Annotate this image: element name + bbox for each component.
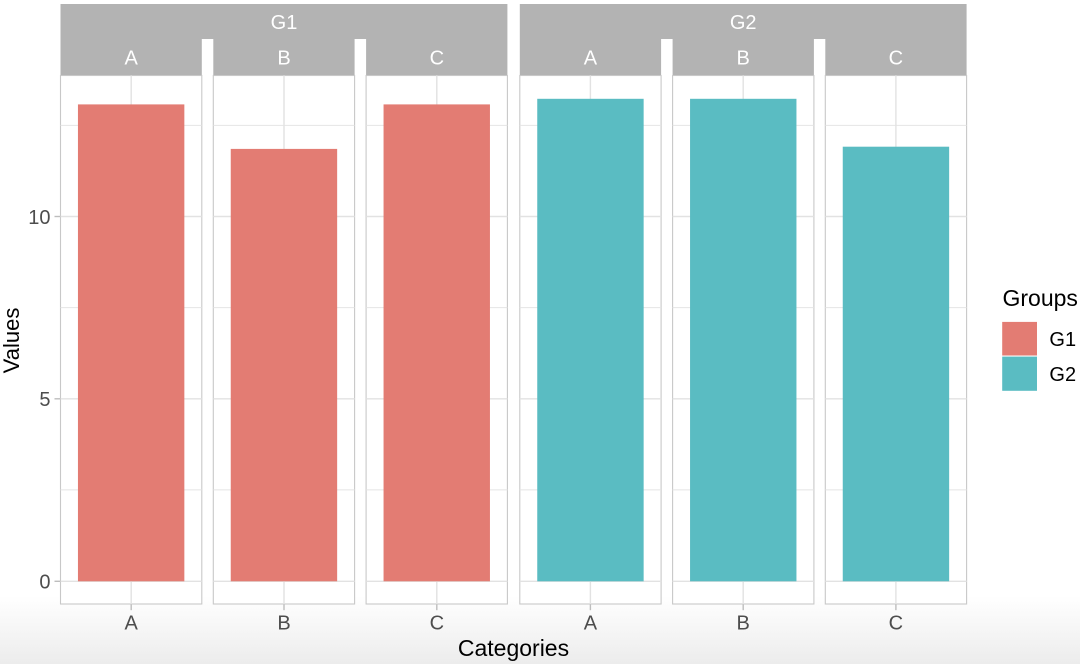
svg-text:C: C [430,47,444,69]
svg-text:A: A [584,47,598,69]
svg-text:A: A [584,613,598,635]
svg-text:G2: G2 [1049,364,1076,386]
svg-text:C: C [889,47,903,69]
svg-text:A: A [125,47,139,69]
svg-text:B: B [277,613,290,635]
svg-text:G1: G1 [271,12,298,34]
svg-text:C: C [430,613,444,635]
svg-text:G1: G1 [1049,329,1076,351]
svg-text:C: C [889,613,903,635]
svg-text:B: B [277,47,290,69]
svg-text:5: 5 [39,389,50,411]
svg-text:A: A [125,613,139,635]
svg-text:Groups: Groups [1003,285,1078,311]
svg-text:0: 0 [39,572,50,594]
svg-text:Values: Values [0,308,24,374]
svg-text:B: B [737,613,750,635]
svg-text:10: 10 [28,207,50,229]
svg-text:Categories: Categories [458,635,569,661]
svg-text:G2: G2 [730,12,757,34]
svg-text:B: B [737,47,750,69]
